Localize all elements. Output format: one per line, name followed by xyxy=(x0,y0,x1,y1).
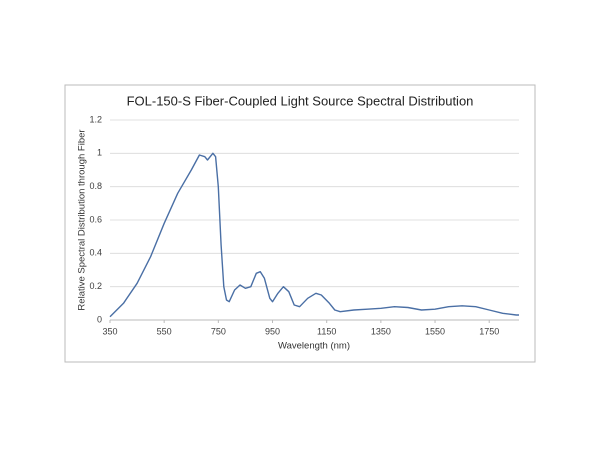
x-axis-title: Wavelength (nm) xyxy=(278,341,350,352)
x-tick-label: 950 xyxy=(265,326,280,336)
y-tick-label: 0.6 xyxy=(89,214,102,224)
x-tick-label: 1350 xyxy=(371,326,391,336)
y-axis-title: Relative Spectral Distribution through F… xyxy=(77,129,88,310)
x-tick-label: 550 xyxy=(157,326,172,336)
x-tick-label: 1750 xyxy=(479,326,499,336)
y-tick-label: 0.2 xyxy=(89,281,102,291)
x-tick-label: 1150 xyxy=(317,326,336,336)
chart-frame xyxy=(64,84,536,363)
y-tick-label: 0.8 xyxy=(89,181,102,191)
y-tick-label: 1.2 xyxy=(89,114,102,124)
y-tick-label: 0 xyxy=(97,314,102,324)
x-tick-label: 1550 xyxy=(425,326,445,336)
chart-title: FOL-150-S Fiber-Coupled Light Source Spe… xyxy=(127,93,474,108)
x-tick-label: 750 xyxy=(211,326,226,336)
x-tick-label: 350 xyxy=(102,326,117,336)
y-tick-label: 0.4 xyxy=(89,248,102,258)
data-line xyxy=(109,152,519,318)
y-tick-label: 1 xyxy=(97,148,102,158)
